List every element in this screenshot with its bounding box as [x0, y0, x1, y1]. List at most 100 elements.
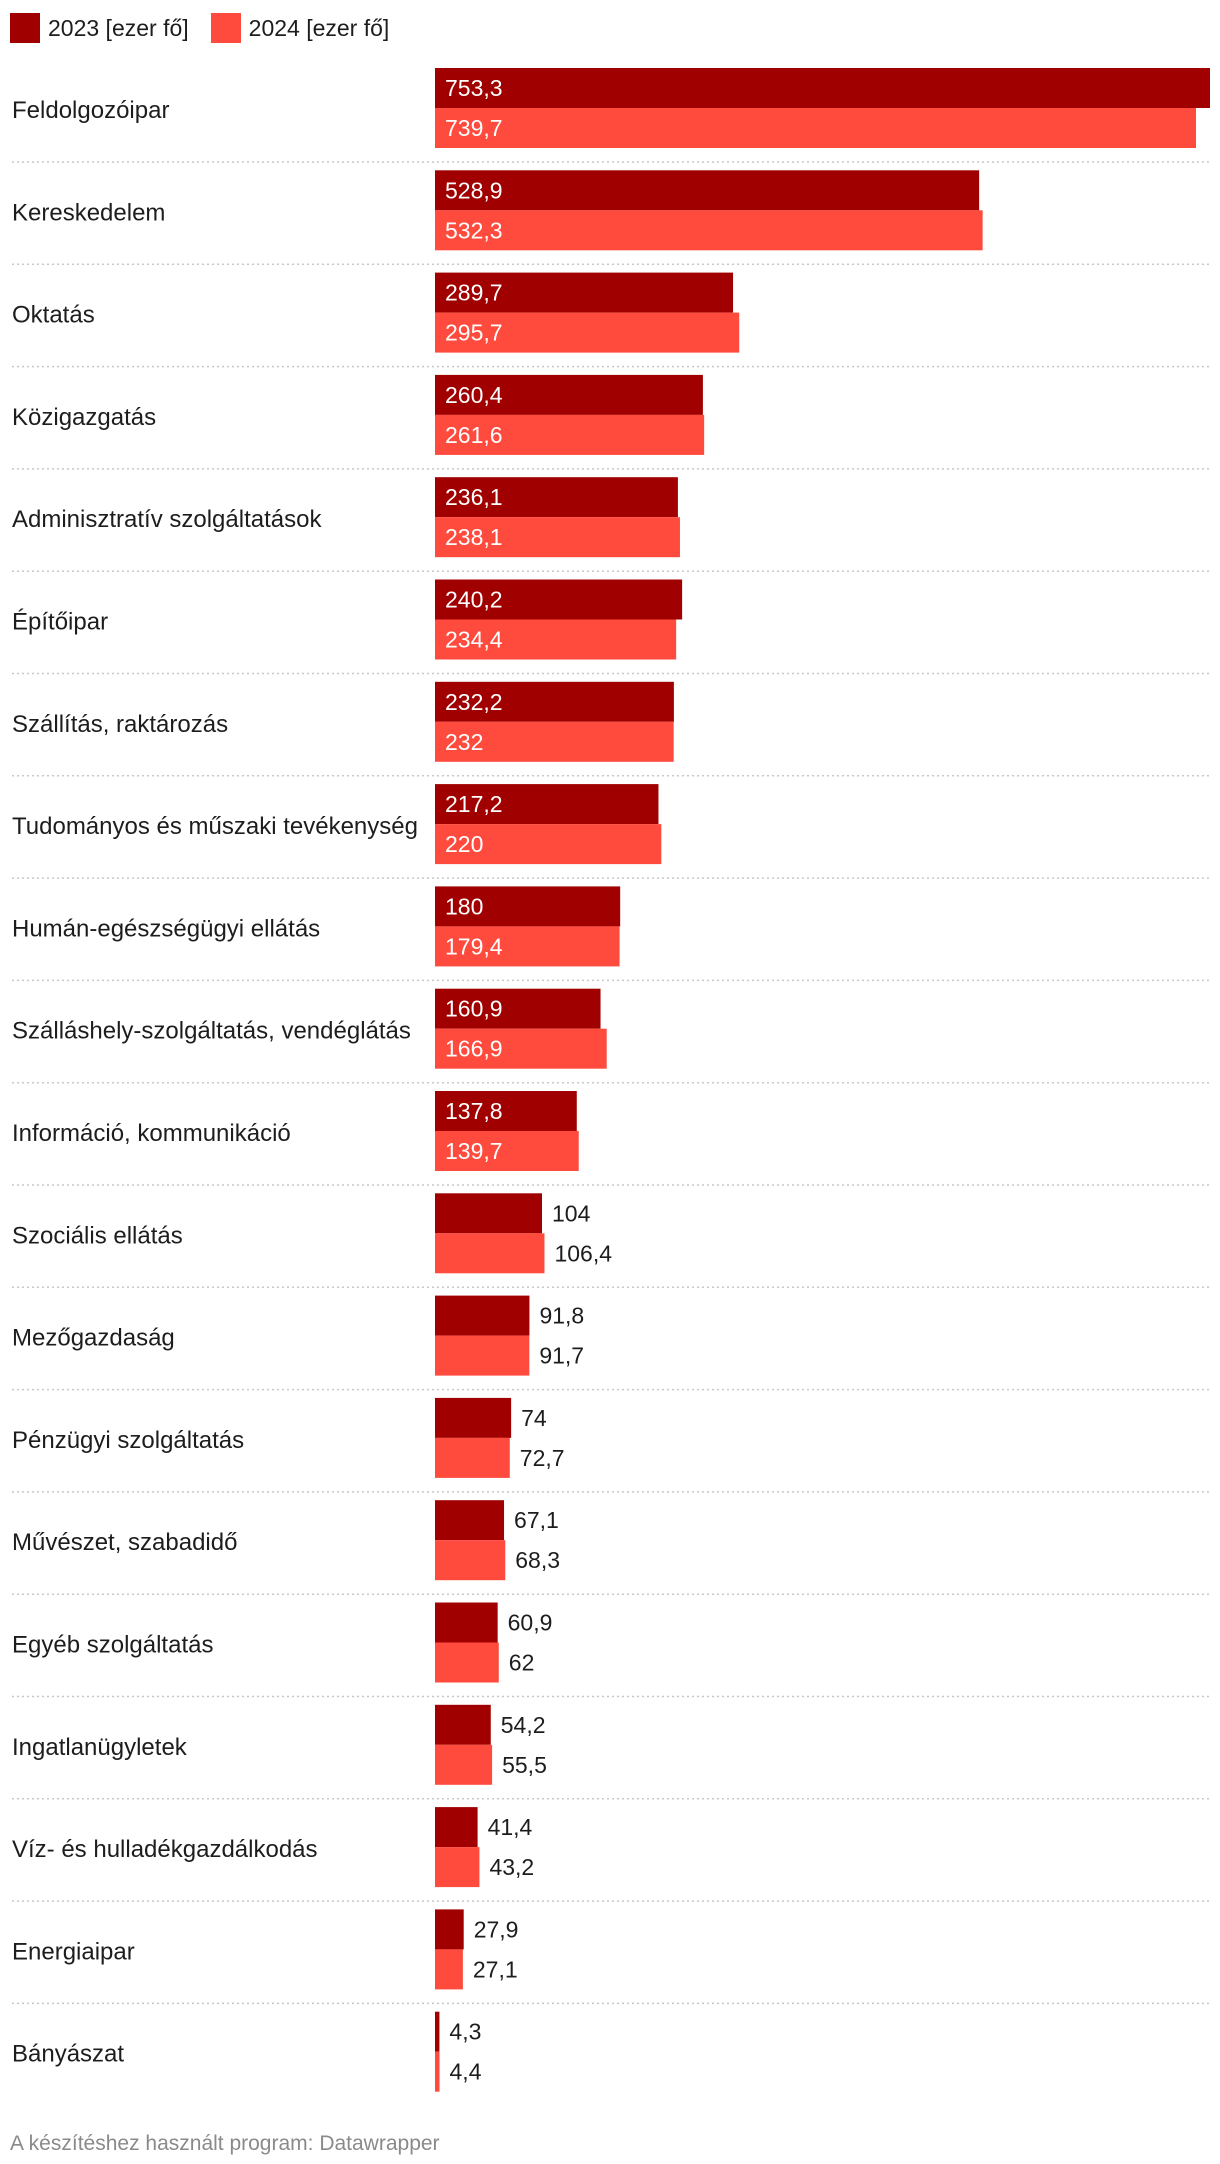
value-label-2024: 232	[445, 729, 483, 755]
bar-2023	[435, 374, 703, 415]
category-label: Információ, kommunikáció	[12, 1120, 291, 1147]
value-label-2024: 27,1	[473, 1956, 518, 1982]
category-label: Építőipar	[12, 609, 108, 636]
bar-2024	[435, 619, 677, 660]
value-label-2023: 27,9	[474, 1916, 519, 1942]
bar-2023	[435, 477, 678, 518]
value-label-2023: 289,7	[445, 280, 503, 306]
value-label-2023: 91,8	[539, 1303, 584, 1329]
bar-2024	[435, 1744, 493, 1785]
bar-2024	[435, 721, 674, 762]
value-label-2024: 220	[445, 831, 483, 857]
value-label-2024: 62	[509, 1650, 535, 1676]
category-label: Adminisztratív szolgáltatások	[12, 506, 322, 533]
bar-2024	[435, 1028, 607, 1069]
category-label: Mezőgazdaság	[12, 1325, 175, 1352]
bar-2024	[435, 1335, 530, 1376]
value-label-2023: 67,1	[514, 1507, 559, 1533]
bar-2024	[435, 2051, 440, 2092]
value-label-2024: 166,9	[445, 1036, 503, 1062]
category-label: Energiaipar	[12, 1938, 135, 1965]
bar-2023	[435, 68, 1210, 108]
bar-2023	[435, 681, 674, 722]
value-label-2024: 91,7	[539, 1343, 584, 1369]
value-label-2024: 261,6	[445, 422, 503, 448]
value-label-2024: 179,4	[445, 933, 503, 959]
legend-label-2024: 2024 [ezer fő]	[248, 14, 390, 41]
bar-2024	[435, 1642, 499, 1683]
legend-swatch-2023	[10, 13, 40, 43]
legend-label-2023: 2023 [ezer fő]	[48, 14, 189, 41]
legend-item-2024: 2024 [ezer fő]	[210, 13, 390, 43]
category-label: Pénzügyi szolgáltatás	[12, 1427, 244, 1454]
bar-2024	[435, 210, 983, 251]
category-label: Művészet, szabadidő	[12, 1529, 237, 1556]
bar-2024	[435, 1847, 480, 1888]
value-label-2023: 41,4	[488, 1814, 533, 1840]
bar-2023	[435, 1091, 577, 1131]
category-label: Ingatlanügyletek	[12, 1734, 188, 1761]
bar-2024	[435, 312, 740, 353]
legend-item-2023: 2023 [ezer fő]	[10, 13, 189, 43]
category-label: Víz- és hulladékgazdálkodás	[12, 1836, 318, 1863]
bar-2023	[435, 784, 659, 825]
bar-2023	[435, 272, 734, 313]
category-label: Tudományos és műszaki tevékenység	[12, 813, 418, 840]
value-label-2024: 139,7	[445, 1138, 503, 1164]
bar-2024	[435, 926, 620, 967]
value-label-2023: 60,9	[508, 1610, 553, 1636]
value-label-2024: 55,5	[502, 1752, 547, 1778]
bar-2024	[435, 1437, 510, 1478]
category-label: Szociális ellátás	[12, 1222, 183, 1249]
bar-2024	[435, 108, 1197, 148]
legend-swatch-2024	[210, 13, 241, 43]
value-label-2023: 160,9	[445, 996, 503, 1022]
value-label-2023: 236,1	[445, 484, 503, 510]
legend: 2023 [ezer fő] 2024 [ezer fő]	[10, 12, 411, 44]
bar-2023	[435, 988, 601, 1029]
value-label-2024: 739,7	[445, 115, 503, 141]
bar-2024	[435, 414, 705, 455]
bar-2024	[435, 1540, 506, 1581]
value-label-2023: 528,9	[445, 177, 503, 203]
value-label-2023: 260,4	[445, 382, 503, 408]
bar-2023	[435, 1193, 542, 1234]
bar-2024	[435, 824, 662, 865]
bar-2023	[435, 1397, 512, 1438]
value-label-2023: 217,2	[445, 791, 503, 817]
value-label-2024: 234,4	[445, 627, 503, 653]
bar-2024	[435, 517, 680, 558]
category-label: Közigazgatás	[12, 404, 156, 431]
bar-2023	[435, 2011, 440, 2052]
bar-2023	[435, 1704, 491, 1745]
bar-2023	[435, 1909, 464, 1950]
value-label-2024: 4,4	[450, 2059, 482, 2085]
bar-2023	[435, 1602, 498, 1643]
bar-chart: Feldolgozóipar 753,3 739,7 Kereskedelem 528,…	[12, 68, 1210, 2092]
category-label: Bányászat	[12, 2041, 124, 2068]
value-label-2024: 43,2	[489, 1854, 534, 1880]
bar-2024	[435, 1233, 545, 1274]
category-label: Szálláshely-szolgáltatás, vendéglátás	[12, 1018, 411, 1045]
value-label-2024: 68,3	[515, 1547, 560, 1573]
category-label: Szállítás, raktározás	[12, 711, 228, 738]
value-label-2023: 74	[521, 1405, 547, 1431]
bar-2024	[435, 1949, 463, 1990]
value-label-2024: 238,1	[445, 524, 503, 550]
value-label-2023: 180	[445, 893, 483, 919]
value-label-2023: 4,3	[449, 2019, 481, 2045]
value-label-2024: 106,4	[554, 1240, 612, 1266]
category-label: Feldolgozóipar	[12, 97, 169, 124]
category-label: Oktatás	[12, 302, 95, 329]
value-label-2023: 137,8	[445, 1098, 503, 1124]
value-label-2023: 753,3	[445, 75, 503, 101]
bar-2024	[435, 1131, 579, 1171]
value-label-2023: 104	[552, 1200, 591, 1226]
bar-2023	[435, 1807, 478, 1848]
credit-text: A készítéshez használt program: Datawrap…	[10, 2132, 440, 2155]
bar-2023	[435, 886, 621, 927]
value-label-2023: 232,2	[445, 689, 503, 715]
value-label-2023: 240,2	[445, 587, 503, 613]
category-label: Kereskedelem	[12, 199, 165, 226]
category-label: Egyéb szolgáltatás	[12, 1632, 213, 1659]
